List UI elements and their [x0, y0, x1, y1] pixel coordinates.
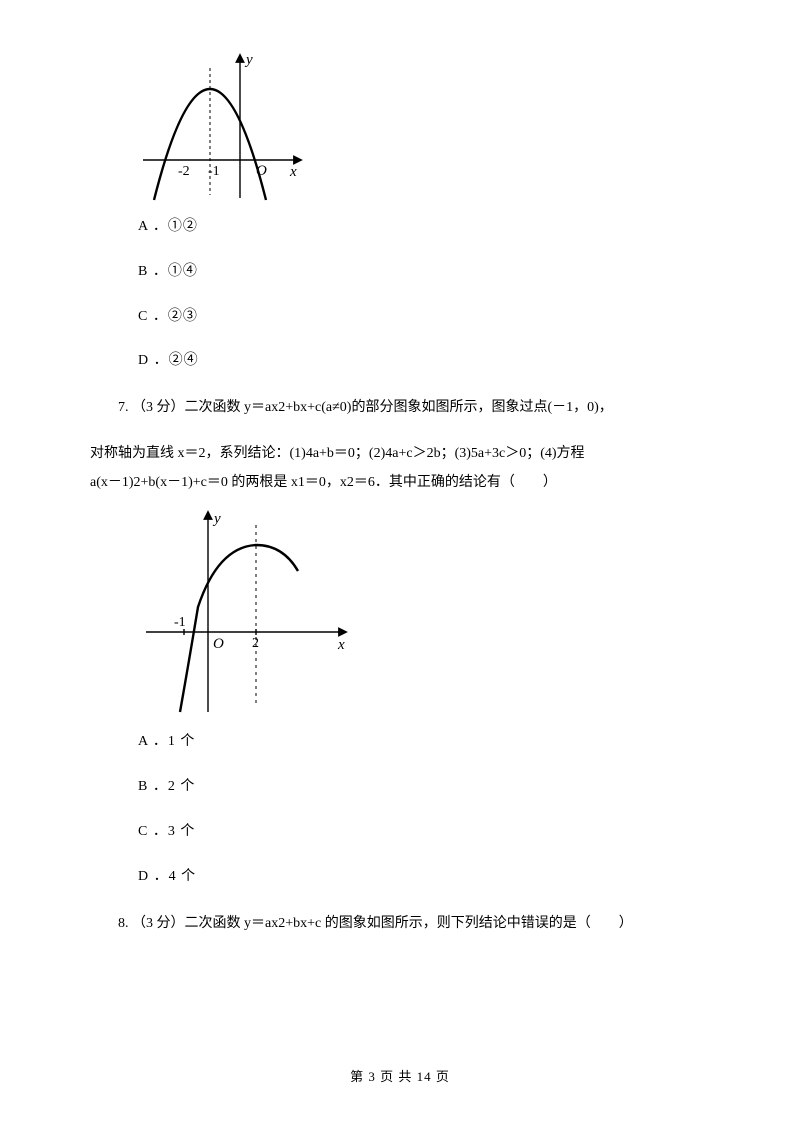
y-axis-label-1: y: [244, 52, 253, 68]
option-c-2[interactable]: C ．3 个: [138, 817, 710, 848]
option-a-1[interactable]: A ．①②: [138, 212, 710, 243]
question-7-line3: a(x－1)2+b(x－1)+c＝0 的两根是 x1＝0，x2＝6．其中正确的结…: [90, 468, 710, 497]
tick-minus1-g2: -1: [174, 615, 186, 630]
tick-minus1: -1: [208, 164, 220, 179]
question-7: 7. （3 分）二次函数 y＝ax2+bx+c(a≠0)的部分图象如图所示，图象…: [90, 393, 710, 497]
question-8: 8. （3 分）二次函数 y＝ax2+bx+c 的图象如图所示，则下列结论中错误…: [90, 909, 710, 938]
y-axis-label-2: y: [212, 511, 221, 527]
parabola-graph-2: -1 2 O y x: [138, 507, 358, 717]
origin-label-2: O: [213, 636, 224, 652]
option-c-1[interactable]: C ．②③: [138, 302, 710, 333]
option-a-2[interactable]: A ．1 个: [138, 727, 710, 758]
tick-2-g2: 2: [252, 636, 259, 651]
option-d-2[interactable]: D ．4 个: [138, 862, 710, 893]
page-footer: 第 3 页 共 14 页: [0, 1063, 800, 1092]
option-b-2[interactable]: B ．2 个: [138, 772, 710, 803]
option-b-1[interactable]: B ．①④: [138, 257, 710, 288]
option-d-1[interactable]: D ．②④: [138, 346, 710, 377]
options-block-1: A ．①② B ．①④ C ．②③ D ．②④: [138, 212, 710, 377]
question-7-line2: 对称轴为直线 x＝2，系列结论：(1)4a+b＝0；(2)4a+c＞2b；(3)…: [90, 439, 710, 468]
parabola-graph-1: -2 -1 O y x: [138, 50, 308, 202]
tick-minus2: -2: [178, 164, 190, 179]
x-axis-label-2: x: [337, 637, 345, 653]
options-block-2: A ．1 个 B ．2 个 C ．3 个 D ．4 个: [138, 727, 710, 892]
question-7-line1: 7. （3 分）二次函数 y＝ax2+bx+c(a≠0)的部分图象如图所示，图象…: [90, 393, 710, 422]
x-axis-label-1: x: [289, 164, 297, 180]
